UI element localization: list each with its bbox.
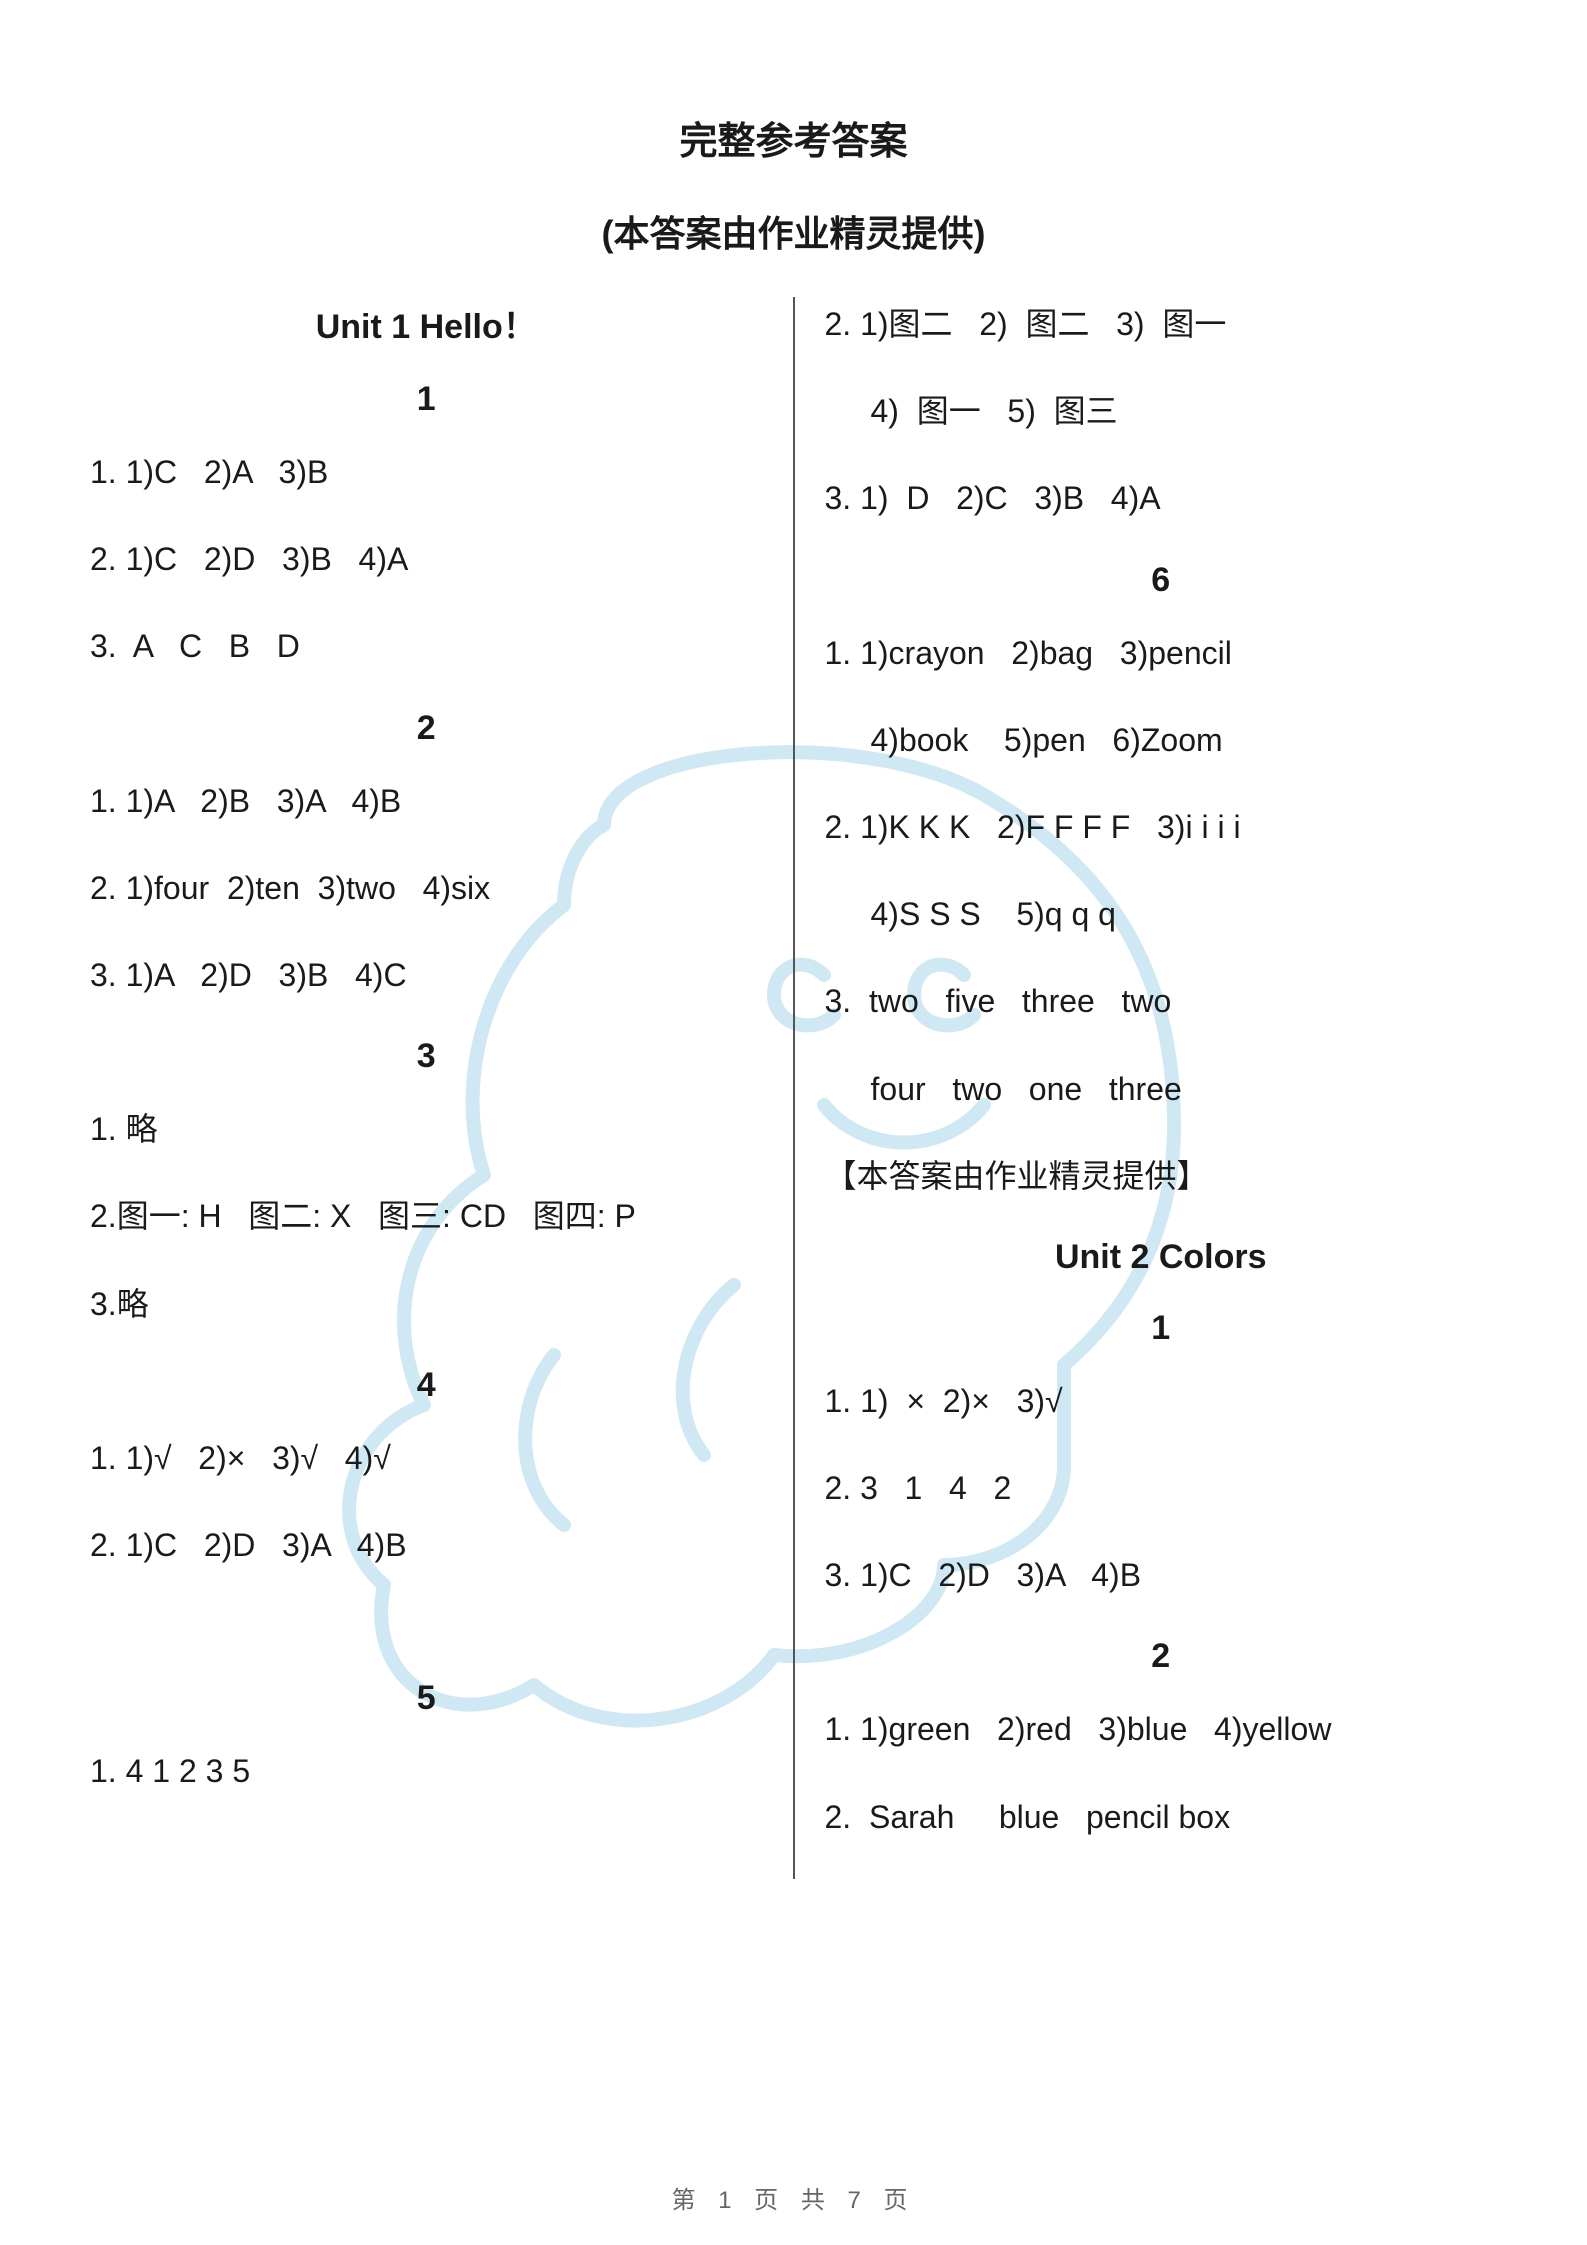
title-main: 完整参考答案: [90, 110, 1497, 165]
answer-line: 3. A C B D: [90, 621, 763, 672]
page-container: 完整参考答案 (本答案由作业精灵提供) Unit 1 Hello！ 1 1. 1…: [0, 0, 1587, 1939]
section-1-num: 1: [90, 380, 763, 419]
section-4-num: 4: [90, 1366, 763, 1405]
page-footer: 第 1 页 共 7 页: [0, 2180, 1587, 2215]
answer-line: four two one three: [825, 1064, 1498, 1115]
answer-line: 3. 1)C 2)D 3)A 4)B: [825, 1550, 1498, 1601]
section-3-num: 3: [90, 1037, 763, 1076]
answer-line: 1. 1)crayon 2)bag 3)pencil: [825, 628, 1498, 679]
answer-line: 2. 1)C 2)D 3)B 4)A: [90, 534, 763, 585]
answer-line: 2. Sarah blue pencil box: [825, 1792, 1498, 1843]
answer-line: 1. 1)green 2)red 3)blue 4)yellow: [825, 1704, 1498, 1755]
answer-line: 1. 1) × 2)× 3)√: [825, 1376, 1498, 1427]
unit2-section-2-num: 2: [825, 1637, 1498, 1676]
section-5-num: 5: [90, 1679, 763, 1718]
unit2-heading: Unit 2 Colors: [825, 1238, 1498, 1277]
answer-line: 1. 1)√ 2)× 3)√ 4)√: [90, 1433, 763, 1484]
answer-line: 2. 3 1 4 2: [825, 1463, 1498, 1514]
answer-line: 4) 图一 5) 图三: [825, 386, 1498, 437]
section-2-num: 2: [90, 709, 763, 748]
credit-line: 【本答案由作业精灵提供】: [825, 1151, 1498, 1202]
answer-line: 3. 1)A 2)D 3)B 4)C: [90, 950, 763, 1001]
answer-line: 3.略: [90, 1279, 763, 1330]
two-column-layout: Unit 1 Hello！ 1 1. 1)C 2)A 3)B 2. 1)C 2)…: [90, 287, 1497, 1879]
answer-line: 2. 1)K K K 2)F F F F 3)i i i i: [825, 802, 1498, 853]
answer-line: 1. 1)C 2)A 3)B: [90, 447, 763, 498]
answer-line: 3. 1) D 2)C 3)B 4)A: [825, 473, 1498, 524]
answer-line: 4)S S S 5)q q q: [825, 889, 1498, 940]
answer-line: 2. 1)C 2)D 3)A 4)B: [90, 1520, 763, 1571]
section-6-num: 6: [825, 561, 1498, 600]
answer-line: 1. 略: [90, 1104, 763, 1155]
answer-line: 2. 1)图二 2) 图二 3) 图一: [825, 299, 1498, 350]
unit2-section-1-num: 1: [825, 1309, 1498, 1348]
answer-line: 1. 1)A 2)B 3)A 4)B: [90, 776, 763, 827]
title-sub: (本答案由作业精灵提供): [90, 205, 1497, 257]
answer-line: 1. 4 1 2 3 5: [90, 1746, 763, 1797]
answer-line: 2. 1)four 2)ten 3)two 4)six: [90, 863, 763, 914]
column-left: Unit 1 Hello！ 1 1. 1)C 2)A 3)B 2. 1)C 2)…: [90, 287, 793, 1879]
answer-line: 3. two five three two: [825, 976, 1498, 1027]
answer-line: 4)book 5)pen 6)Zoom: [825, 715, 1498, 766]
column-right: 2. 1)图二 2) 图二 3) 图一 4) 图一 5) 图三 3. 1) D …: [795, 287, 1498, 1879]
unit1-heading: Unit 1 Hello！: [90, 299, 763, 348]
answer-line: 2.图一: H 图二: X 图三: CD 图四: P: [90, 1191, 763, 1242]
